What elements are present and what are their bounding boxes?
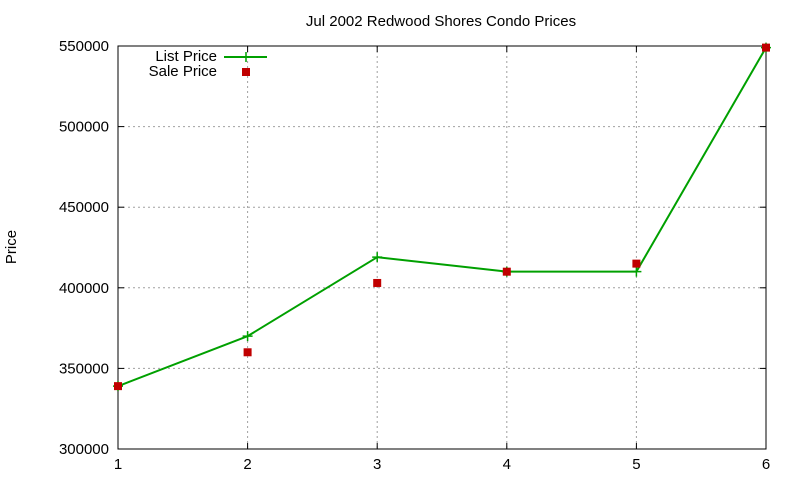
list-price-point <box>631 266 642 277</box>
y-tick-label: 400000 <box>59 280 109 297</box>
list-price-line <box>117 47 767 388</box>
sale-price-point <box>114 382 122 391</box>
list-price-point <box>242 331 253 342</box>
sale-price-point <box>502 267 511 276</box>
legend-label-sale-price: Sale Price <box>149 63 217 80</box>
sale-price-point <box>632 259 641 268</box>
x-tick-label: 4 <box>503 456 511 473</box>
series-layer <box>113 42 771 392</box>
y-tick-label: 550000 <box>59 38 109 55</box>
plot-frame <box>117 45 767 450</box>
grid-lines <box>118 46 766 449</box>
legend-marker-sale-price <box>242 68 250 76</box>
x-tick-label: 3 <box>373 456 381 473</box>
y-tick-label: 450000 <box>59 199 109 216</box>
x-tick-label: 6 <box>762 456 770 473</box>
sale-price-point <box>373 278 382 287</box>
x-tick-label: 2 <box>243 456 251 473</box>
axis-ticks: 1 2 3 4 5 6 300000 350000 400000 450000 500000 5500… <box>59 38 770 473</box>
x-tick-label: 1 <box>114 456 122 473</box>
legend-marker-list-price <box>241 52 251 62</box>
chart-title: Jul 2002 Redwood Shores Condo Prices <box>306 13 576 30</box>
sale-price-point <box>762 43 770 52</box>
x-tick-label: 5 <box>632 456 640 473</box>
legend: List Price Sale Price <box>149 48 267 80</box>
list-price-point <box>372 252 383 263</box>
y-axis-label: Price <box>3 230 20 264</box>
y-tick-label: 350000 <box>59 360 109 377</box>
y-tick-label: 300000 <box>59 441 109 458</box>
sale-price-point <box>243 348 252 357</box>
legend-label-list-price: List Price <box>155 48 217 65</box>
y-tick-label: 500000 <box>59 119 109 136</box>
